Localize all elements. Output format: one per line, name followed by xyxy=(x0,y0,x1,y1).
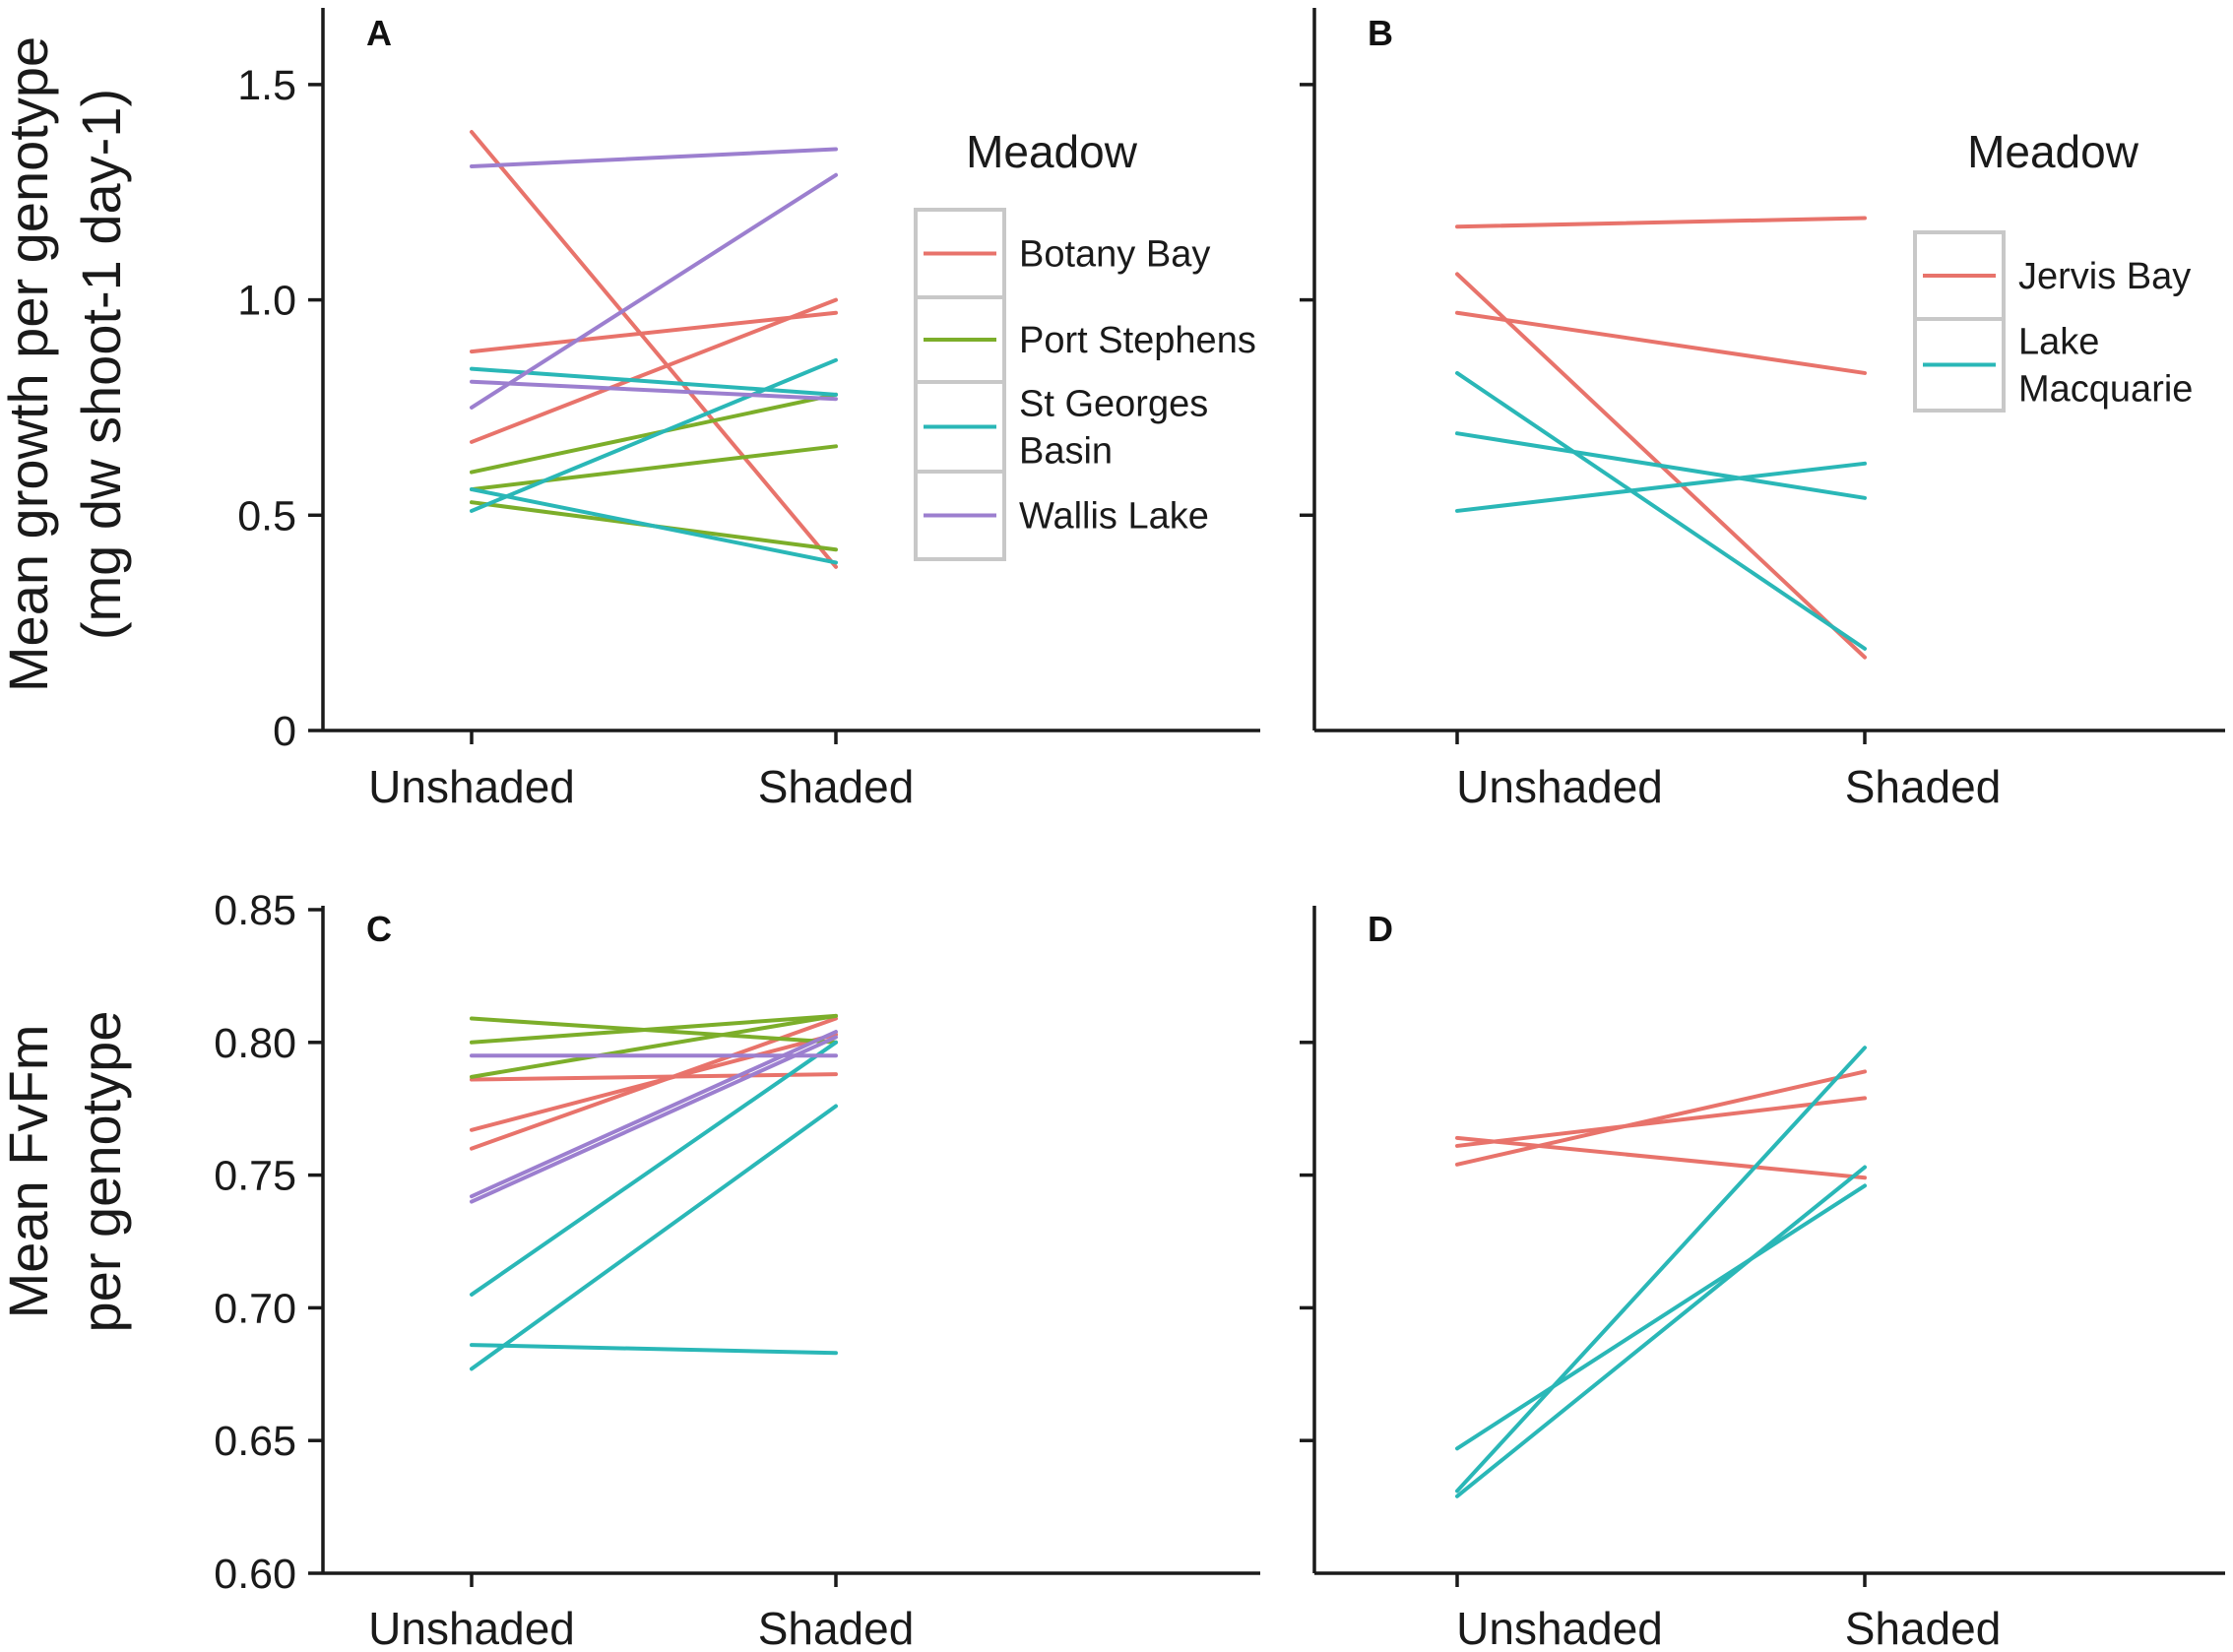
series-line-lake-macquarie xyxy=(1455,1183,1867,1451)
series-line-port-stephens xyxy=(470,444,838,492)
series-line-botany-bay xyxy=(470,130,838,569)
legend-label-st-georges-basin: Basin xyxy=(1019,431,1113,473)
y-axis-label-fvfm-line1: Mean FvFm xyxy=(0,1025,59,1319)
series-line-botany-bay xyxy=(470,1072,838,1082)
y-tick-label: 1.5 xyxy=(237,62,296,109)
series-line-st-georges-basin xyxy=(470,366,838,397)
y-tick-label: 0.65 xyxy=(214,1418,296,1465)
series-line-port-stephens xyxy=(470,392,838,475)
legend: Meadow Botany Bay Port Stephens St Georges B… xyxy=(914,126,1256,561)
series-line-st-georges-basin xyxy=(470,1040,838,1297)
x-tick-label-shaded: Shaded xyxy=(1845,1603,2002,1652)
legend-label-botany-bay: Botany Bay xyxy=(1019,234,1210,276)
legend-label-jervis-bay: Jervis Bay xyxy=(2018,256,2191,297)
x-tick-label-unshaded: Unshaded xyxy=(1456,1603,1663,1652)
y-tick-label: 0.85 xyxy=(214,887,296,934)
series-line-lake-macquarie xyxy=(1455,431,1867,500)
y-tick-label: 0.80 xyxy=(214,1020,296,1067)
legend-label-lake-macquarie: Macquarie xyxy=(2018,369,2193,411)
x-tick-label-unshaded: Unshaded xyxy=(368,1603,575,1652)
panel-c: C Unshaded Shaded Mean FvFm per genotype… xyxy=(0,887,1260,1652)
series-line-st-georges-basin xyxy=(470,487,838,565)
panel-label-a: A xyxy=(366,13,392,53)
series-line-wallis-lake xyxy=(470,1035,838,1204)
x-tick-label-shaded: Shaded xyxy=(1845,761,2002,812)
series-line-wallis-lake xyxy=(470,147,838,169)
y-tick-label: 0.75 xyxy=(214,1153,296,1200)
series-line-lake-macquarie xyxy=(1455,1046,1867,1493)
panel-b: B Unshaded Shaded Meadow Jervis Bay Lake Ma… xyxy=(1300,8,2225,812)
legend-label-wallis-lake: Wallis Lake xyxy=(1019,496,1209,538)
series-line-st-georges-basin xyxy=(470,357,838,513)
legend-label-port-stephens: Port Stephens xyxy=(1019,320,1256,361)
y-tick-label: 0 xyxy=(273,708,296,755)
series-line-jervis-bay xyxy=(1455,1069,1867,1167)
panel-label-d: D xyxy=(1368,909,1393,949)
series-line-lake-macquarie xyxy=(1455,1165,1867,1498)
series-line-port-stephens xyxy=(470,1013,838,1079)
panel-d: D Unshaded Shaded xyxy=(1300,906,2225,1652)
y-axis-label-fvfm-line2: per genotype xyxy=(70,1011,132,1333)
y-axis-label-growth-line2: (mg dw shoot-1 day-1) xyxy=(70,89,132,640)
series-line-jervis-bay xyxy=(1455,1096,1867,1148)
y-tick-label: 0.5 xyxy=(237,492,296,540)
legend-title: Meadow xyxy=(1967,126,2139,177)
panel-label-c: C xyxy=(366,909,392,949)
series-line-wallis-lake xyxy=(470,1030,838,1199)
series-line-botany-bay xyxy=(470,297,838,444)
y-tick-label: 1.0 xyxy=(237,278,296,325)
series-line-botany-bay xyxy=(470,310,838,354)
x-tick-label-shaded: Shaded xyxy=(758,761,915,812)
series-line-st-georges-basin xyxy=(470,1343,838,1356)
y-axis-label-growth-line1: Mean growth per genotype xyxy=(0,36,59,692)
x-tick-label-unshaded: Unshaded xyxy=(368,761,575,812)
series-line-port-stephens xyxy=(470,1013,838,1045)
series-line-jervis-bay xyxy=(1455,216,1867,229)
legend: Meadow Jervis Bay Lake Macquarie xyxy=(1913,126,2193,413)
legend-title: Meadow xyxy=(966,126,1138,177)
series-line-jervis-bay xyxy=(1455,310,1867,375)
series-line-lake-macquarie xyxy=(1455,461,1867,513)
panel-label-b: B xyxy=(1368,13,1393,53)
y-tick-label: 0.60 xyxy=(214,1551,296,1598)
legend-label-lake-macquarie: Lake xyxy=(2018,322,2099,363)
series-line-st-georges-basin xyxy=(470,1104,838,1371)
x-tick-label-shaded: Shaded xyxy=(758,1603,915,1652)
series-line-jervis-bay xyxy=(1455,1135,1867,1180)
series-line-wallis-lake xyxy=(470,172,838,410)
legend-label-st-georges-basin: St Georges xyxy=(1019,384,1208,425)
x-tick-label-unshaded: Unshaded xyxy=(1456,761,1663,812)
y-tick-label: 0.70 xyxy=(214,1285,296,1332)
series-line-wallis-lake xyxy=(470,379,838,402)
series-line-lake-macquarie xyxy=(1455,370,1867,651)
panel-a: A Unshaded Shaded Mean growth per genoty… xyxy=(0,8,1260,812)
